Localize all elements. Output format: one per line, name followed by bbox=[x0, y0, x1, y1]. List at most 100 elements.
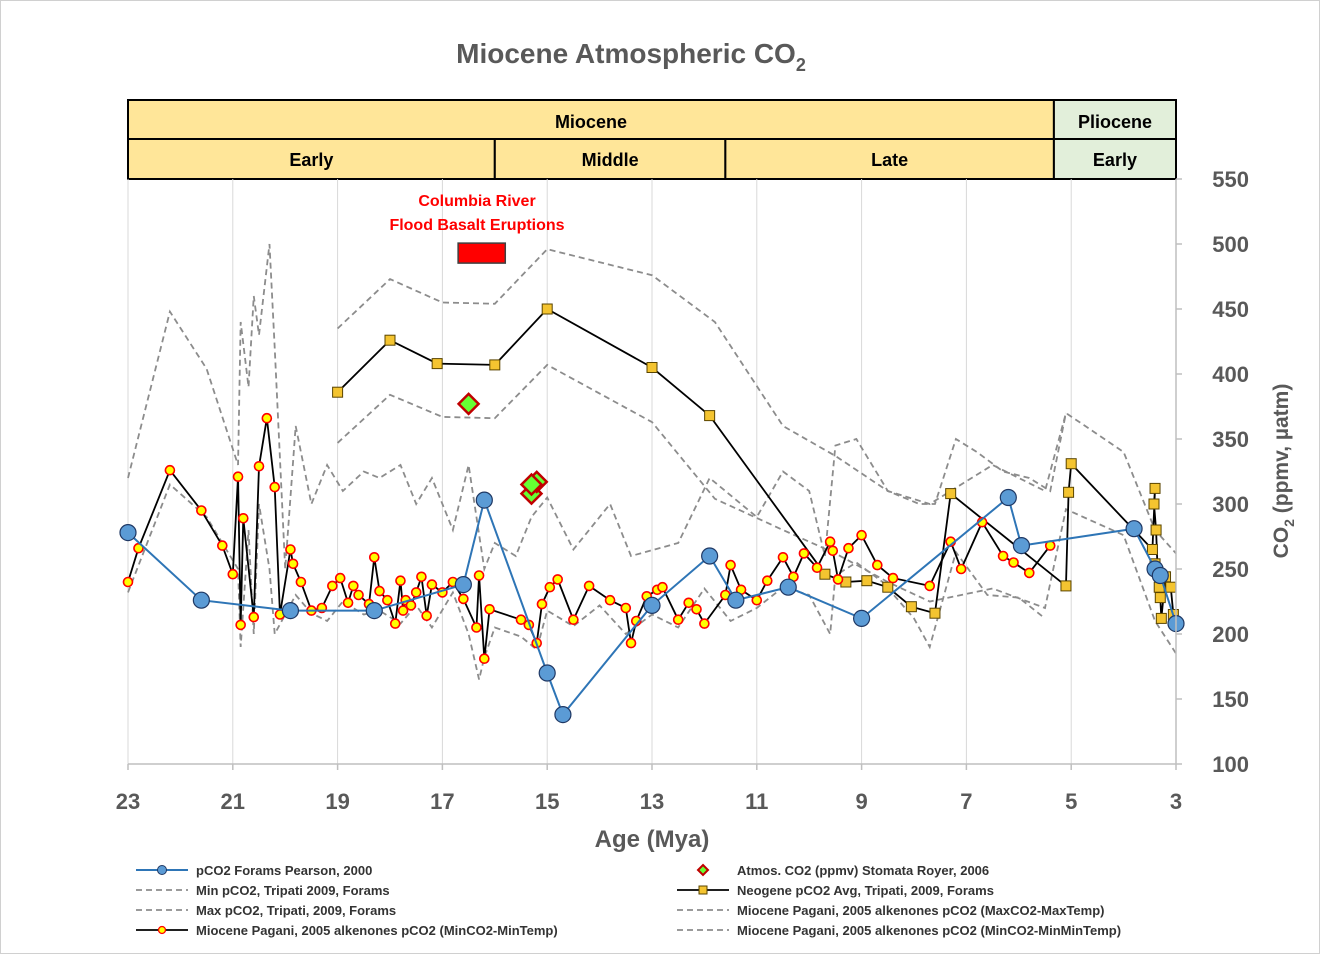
pagani-point-27 bbox=[382, 594, 393, 606]
pagani-point-75 bbox=[843, 542, 854, 554]
pagani-point-5 bbox=[227, 568, 239, 580]
legend-label-4: Max pCO2, Tripati, 2009, Forams bbox=[196, 903, 396, 918]
stage-band-0 bbox=[127, 138, 496, 180]
annotation-line-2: Flood Basalt Eruptions bbox=[389, 217, 564, 234]
pagani-point-48 bbox=[544, 581, 556, 593]
pagani-point-59 bbox=[672, 614, 684, 626]
x-tick-label-3: 17 bbox=[430, 789, 454, 814]
series-6-line bbox=[127, 418, 1051, 659]
pearson-point-0 bbox=[119, 523, 137, 542]
pagani-point-23 bbox=[353, 589, 364, 601]
y-tick-label-3: 250 bbox=[1212, 557, 1249, 582]
pagani-point-50 bbox=[568, 614, 579, 626]
pagani-point-33 bbox=[410, 587, 422, 598]
pagani-point-19 bbox=[327, 580, 338, 592]
legend-label-5: Miocene Pagani, 2005 alkenones pCO2 (Max… bbox=[737, 903, 1105, 918]
pagani-point-73 bbox=[827, 545, 839, 557]
pagani-point-62 bbox=[699, 618, 710, 629]
x-tick-label-0: 23 bbox=[116, 789, 140, 814]
y-axis-label-main: CO bbox=[1270, 527, 1293, 559]
y-axis-label-rest: (ppmv, µatm) bbox=[1270, 384, 1293, 519]
series-7 bbox=[127, 482, 1046, 680]
pearson-point-7 bbox=[554, 705, 572, 724]
royer-point-3 bbox=[519, 472, 544, 497]
x-tick-label-5: 13 bbox=[640, 789, 664, 814]
pagani-point-9 bbox=[248, 611, 260, 623]
pagani-point-60 bbox=[683, 597, 694, 609]
pagani-point-22 bbox=[348, 580, 359, 592]
pagani-point-14 bbox=[285, 544, 296, 555]
axes: 23 21 19 17 15 13 11 9 7 5 3 100 150 200 250 300 350 400 4… bbox=[116, 167, 1249, 814]
tripati-point-0 bbox=[332, 386, 344, 398]
tripati-point-3 bbox=[489, 359, 501, 371]
epoch-band-0 bbox=[127, 99, 1055, 140]
pagani-point-74 bbox=[832, 574, 844, 585]
legend-item-0: pCO2 Forams Pearson, 2000 bbox=[136, 863, 372, 878]
pagani-point-12 bbox=[269, 481, 281, 493]
y-axis-label-sub: 2 bbox=[1281, 519, 1297, 527]
series-1 bbox=[456, 392, 549, 506]
tripati-point-10 bbox=[882, 581, 894, 593]
x-tick-label-1: 21 bbox=[221, 789, 245, 814]
pearson-point-17 bbox=[1151, 566, 1169, 585]
series-5-line bbox=[127, 243, 1067, 573]
tripati-point-12 bbox=[929, 607, 941, 619]
pagani-point-25 bbox=[368, 551, 380, 563]
chart-title-main: Miocene Atmospheric CO bbox=[456, 38, 796, 69]
pagani-point-40 bbox=[471, 622, 482, 633]
x-tick-label-10: 3 bbox=[1170, 789, 1182, 814]
pearson-point-13 bbox=[999, 488, 1017, 507]
pagani-point-34 bbox=[416, 571, 427, 583]
legend-label-0: pCO2 Forams Pearson, 2000 bbox=[196, 863, 372, 878]
pagani-point-43 bbox=[484, 603, 495, 615]
pagani-point-67 bbox=[761, 575, 773, 587]
y-tick-label-8: 500 bbox=[1212, 232, 1249, 257]
tripati-point-7 bbox=[819, 568, 831, 580]
annotation-group: Columbia River Flood Basalt Eruptions bbox=[389, 193, 565, 264]
pagani-point-28 bbox=[389, 618, 401, 629]
pearson-point-2 bbox=[281, 601, 300, 620]
tripati-point-9 bbox=[861, 575, 873, 587]
legend-item-3: Neogene pCO2 Avg, Tripati, 2009, Forams bbox=[677, 883, 994, 898]
pagani-point-7 bbox=[235, 619, 246, 631]
tripati-point-2 bbox=[431, 358, 443, 370]
epoch-bands: Miocene Pliocene Early Middle Late Early bbox=[127, 99, 1177, 180]
pagani-point-21 bbox=[342, 597, 354, 609]
pagani-point-61 bbox=[691, 603, 702, 615]
series-2-line bbox=[336, 363, 1177, 654]
pagani-point-39 bbox=[458, 593, 469, 605]
pearson-point-5 bbox=[475, 491, 493, 509]
tripati-point-25 bbox=[1155, 612, 1167, 624]
chart-title-sub: 2 bbox=[796, 55, 806, 75]
pagani-point-10 bbox=[253, 460, 265, 472]
epoch-label-1: Pliocene bbox=[1078, 112, 1152, 132]
legend-swatch-0 bbox=[157, 865, 167, 875]
tripati-point-15 bbox=[1063, 486, 1075, 498]
legend-swatch-3 bbox=[698, 885, 708, 895]
legend-item-5: Miocene Pagani, 2005 alkenones pCO2 (Max… bbox=[677, 903, 1105, 918]
x-tick-label-4: 15 bbox=[535, 789, 559, 814]
x-axis-label: Age (Mya) bbox=[595, 826, 710, 853]
pagani-point-81 bbox=[955, 563, 967, 575]
y-tick-label-5: 350 bbox=[1212, 427, 1249, 452]
legend-item-2: Min pCO2, Tripati 2009, Forams bbox=[136, 883, 390, 898]
tripati-point-4 bbox=[541, 303, 553, 315]
pagani-point-84 bbox=[1008, 557, 1019, 568]
series-7-line bbox=[127, 482, 1046, 680]
epoch-label-0: Miocene bbox=[555, 112, 627, 132]
series-3-line bbox=[336, 307, 1175, 619]
pagani-point-44 bbox=[515, 614, 527, 626]
grid-lines bbox=[127, 179, 1177, 764]
pagani-point-8 bbox=[237, 512, 249, 524]
y-axis-label: CO2 (ppmv, µatm) bbox=[1270, 384, 1297, 559]
tripati-point-27 bbox=[1165, 581, 1177, 593]
stage-label-0: Early bbox=[289, 150, 333, 170]
pagani-point-52 bbox=[604, 594, 616, 606]
pagani-point-30 bbox=[397, 605, 409, 616]
series-4 bbox=[336, 248, 1177, 555]
tripati-point-24 bbox=[1154, 592, 1166, 604]
series-4-line bbox=[336, 248, 1177, 555]
pagani-point-15 bbox=[287, 558, 299, 570]
legend-label-1: Atmos. CO2 (ppmv) Stomata Royer, 2006 bbox=[737, 863, 989, 878]
